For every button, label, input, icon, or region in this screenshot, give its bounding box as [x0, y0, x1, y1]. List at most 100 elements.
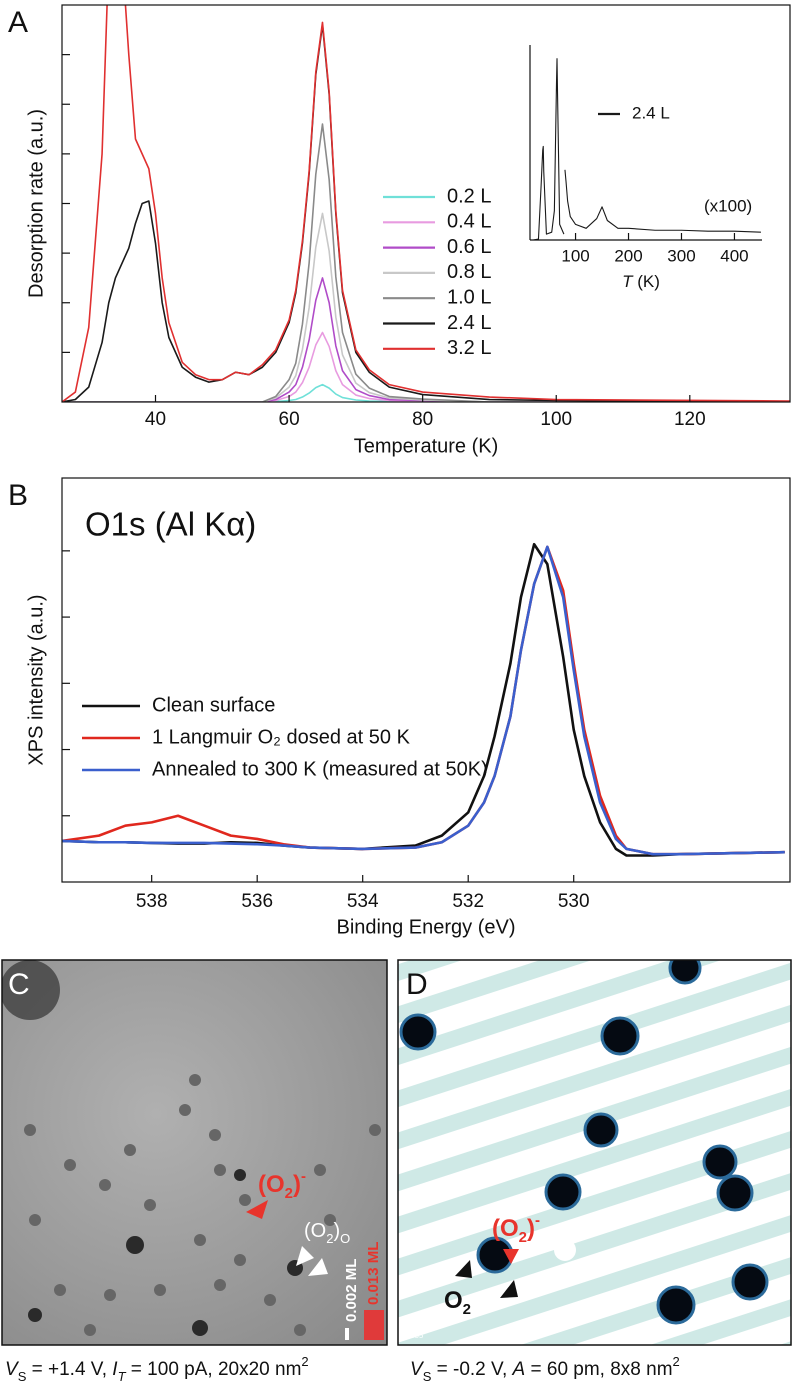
panel-label: D: [406, 968, 428, 1001]
y-axis-title: Desorption rate (a.u.): [25, 109, 47, 298]
dark-spots: [28, 1169, 303, 1336]
caption: VS = -0.2 V, A = 60 pm, 8x8 nm2: [410, 1354, 680, 1384]
data-line: [62, 123, 790, 402]
x-tick-label: 538: [136, 891, 168, 912]
frame-number: 435: [410, 1331, 424, 1340]
label-part: 2: [326, 1231, 333, 1246]
data-line: [62, 277, 790, 402]
data-line: [62, 212, 790, 402]
legend-label: 0.8 L: [447, 261, 491, 283]
label-part: O: [340, 1231, 350, 1246]
scale-bar: [364, 1310, 384, 1340]
plot-area: [62, 5, 790, 402]
caption-part: V: [5, 1359, 20, 1380]
legend-label: 1.0 L: [447, 286, 491, 308]
legend-label: 0.6 L: [447, 236, 491, 258]
annotation: (O2)O: [304, 1220, 350, 1246]
defects: [24, 1074, 381, 1336]
panel-label: C: [8, 968, 30, 1001]
x-label-part: (K): [633, 272, 660, 291]
legend-label: Annealed to 300 K (measured at 50K): [152, 758, 488, 780]
y-axis-title: XPS intensity (a.u.): [25, 594, 47, 765]
label-part: 2: [463, 1301, 471, 1318]
x-tick-label: 530: [558, 891, 590, 912]
x-axis-title: Temperature (K): [354, 435, 499, 457]
panel-label: A: [8, 6, 28, 39]
annotation: (O2)-: [258, 1168, 306, 1202]
label-part: ): [527, 1215, 535, 1242]
feature: [2, 960, 60, 1020]
caption-part: V: [410, 1359, 425, 1380]
feature: [554, 1239, 576, 1261]
arrow: [308, 1258, 328, 1276]
legend-label: 2.4 L: [632, 103, 670, 122]
arrow: [500, 1280, 518, 1298]
label-part: ): [333, 1220, 340, 1242]
inset-x-label: T (K): [622, 272, 660, 291]
axes-frame: [61, 477, 791, 883]
x-tick-label: 80: [412, 409, 433, 430]
data-line: [62, 331, 790, 402]
stm-image-c: [2, 960, 387, 1345]
plot-area: [533, 58, 761, 241]
label-part: -: [535, 1212, 540, 1229]
label-part: (O: [492, 1215, 519, 1242]
arrow: [503, 1249, 519, 1264]
annotation: O2: [444, 1287, 471, 1318]
caption-part: S: [18, 1369, 27, 1384]
caption-part: S: [423, 1369, 432, 1384]
legend-label: 0.4 L: [447, 211, 491, 233]
image-frame: [397, 959, 792, 1346]
arrow: [455, 1260, 472, 1278]
scale-label: 0.002 ML: [343, 1259, 360, 1322]
annotation: (O2)-: [492, 1212, 540, 1246]
caption-part: 2: [673, 1354, 680, 1369]
caption-part: = -0.2 V,: [431, 1359, 512, 1380]
arrow: [296, 1246, 314, 1266]
data-line: [62, 5, 790, 402]
image-frame: [1, 959, 388, 1346]
scale-bar: [345, 1328, 349, 1340]
caption: VS = +1.4 V, IT = 100 pA, 20x20 nm2: [5, 1354, 309, 1384]
data-line: [533, 58, 761, 241]
annotation: (x100): [704, 196, 752, 215]
legend-label: 3.2 L: [447, 337, 491, 359]
adsorbates: [399, 960, 769, 1325]
label-part: (O: [258, 1171, 285, 1198]
x-tick-label: 60: [279, 409, 300, 430]
label-part: (O: [304, 1220, 326, 1242]
label-part: 2: [519, 1229, 527, 1246]
x-tick-label: 200: [614, 246, 642, 265]
legend-label: Clean surface: [152, 694, 275, 716]
x-tick-label: 532: [452, 891, 484, 912]
x-axis-title: Binding Energy (eV): [337, 916, 516, 938]
scale-label: 0.013 ML: [365, 1242, 382, 1305]
caption-part: A: [512, 1359, 526, 1380]
x-tick-label: 300: [667, 246, 695, 265]
x-tick-label: 100: [540, 409, 572, 430]
data-line: [62, 545, 785, 856]
image-background: [2, 960, 387, 1345]
data-line: [62, 383, 790, 402]
legend-label: 0.2 L: [447, 185, 491, 207]
label-part: -: [301, 1168, 306, 1185]
chart-title: O1s (Al Kα): [85, 506, 256, 543]
panel-label: B: [8, 479, 28, 512]
caption-part: = 60 pm, 8x8 nm: [525, 1359, 672, 1380]
caption-part: I: [112, 1359, 118, 1380]
x-tick-label: 534: [347, 891, 379, 912]
x-label-part: T: [622, 272, 634, 291]
x-tick-label: 536: [241, 891, 273, 912]
legend-label: 1 Langmuir O₂ dosed at 50 K: [152, 726, 411, 748]
caption-part: T: [118, 1369, 127, 1384]
arrow: [246, 1200, 268, 1219]
label-part: O: [444, 1287, 463, 1314]
label-part: 2: [285, 1185, 293, 1202]
x-tick-label: 400: [720, 246, 748, 265]
data-line: [62, 24, 790, 402]
caption-part: 2: [301, 1354, 308, 1369]
caption-part: = +1.4 V,: [26, 1359, 112, 1380]
plot-area: [62, 542, 785, 857]
